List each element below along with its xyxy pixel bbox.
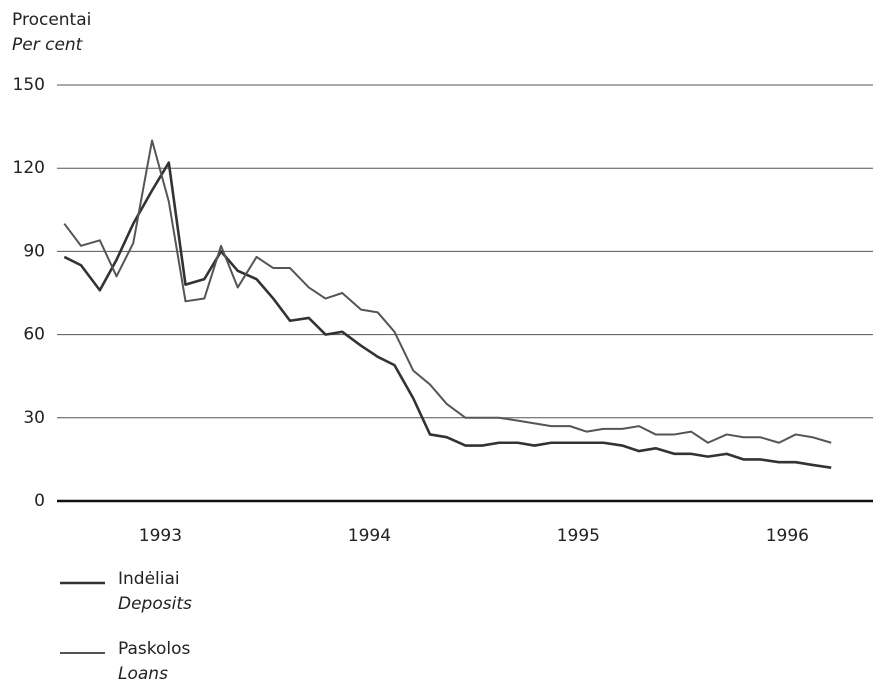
y-tick-label: 30 [23, 408, 45, 428]
x-tick-label: 1996 [766, 526, 809, 546]
y-tick-label: 120 [13, 158, 45, 178]
legend-label-en: Deposits [118, 594, 192, 614]
legend-label: Paskolos [118, 639, 191, 659]
y-tick-label: 0 [34, 491, 45, 511]
x-tick-label: 1993 [139, 526, 182, 546]
y-tick-label: 60 [23, 325, 45, 345]
legend-label: Indėliai [118, 569, 180, 589]
y-axis-label: Procentai [12, 10, 91, 30]
y-tick-label: 150 [13, 75, 45, 95]
series-line [63, 139, 832, 444]
x-tick-label: 1994 [348, 526, 391, 546]
legend-label-en: Loans [118, 664, 168, 684]
y-tick-label: 90 [23, 241, 45, 261]
y-axis-label-en: Per cent [12, 35, 84, 55]
series-line [63, 161, 832, 470]
x-tick-label: 1995 [557, 526, 600, 546]
